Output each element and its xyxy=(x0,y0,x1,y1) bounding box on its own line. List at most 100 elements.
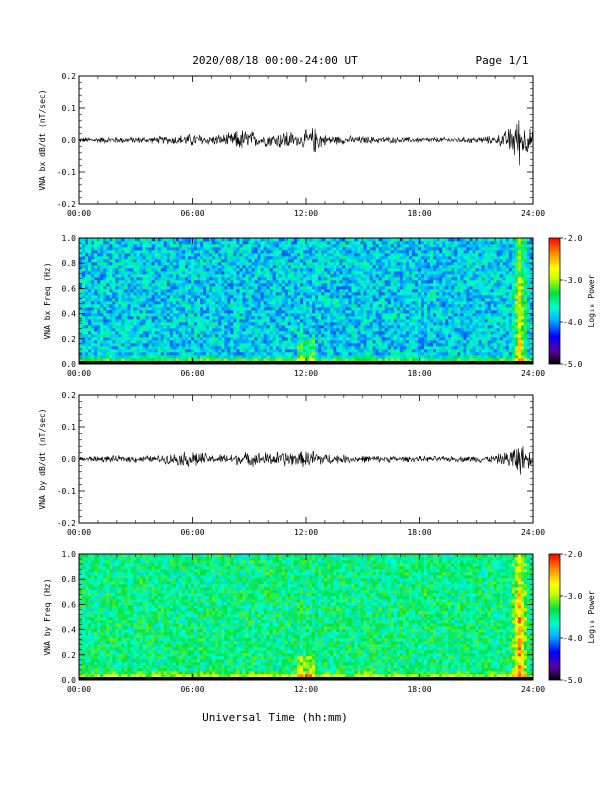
spectrogram-cell xyxy=(287,352,292,356)
spectrogram-cell xyxy=(109,310,113,314)
spectrogram-cell xyxy=(124,238,128,242)
spectrogram-cell xyxy=(375,250,379,254)
spectrogram-cell xyxy=(299,346,304,350)
spectrogram-cell xyxy=(357,325,361,329)
spectrogram-cell xyxy=(187,340,192,344)
spectrogram-cell xyxy=(142,358,146,362)
spectrogram-cell xyxy=(206,358,210,362)
spectrogram-cell xyxy=(384,358,389,362)
spectrogram-cell xyxy=(345,346,349,350)
spectrogram-cell xyxy=(136,340,140,344)
spectrogram-cell xyxy=(278,316,283,320)
spectrogram-cell xyxy=(197,238,201,242)
spectrogram-cell xyxy=(378,274,382,278)
spectrogram-cell xyxy=(200,250,204,254)
spectrogram-cell xyxy=(100,259,104,263)
spectrogram-cell xyxy=(357,319,361,323)
spectrogram-cell xyxy=(218,268,222,272)
spectrogram-cell xyxy=(233,340,237,344)
spectrogram-cell xyxy=(91,316,95,320)
spectrogram-cell xyxy=(239,358,243,362)
spectrogram-cell xyxy=(348,328,352,332)
spectrogram-cell xyxy=(133,241,137,245)
spectrogram-cell xyxy=(369,316,373,320)
spectrogram-cell xyxy=(212,274,216,278)
spectrogram-cell xyxy=(327,340,331,344)
spectrogram-cell xyxy=(85,334,89,338)
spectrogram-cell xyxy=(215,343,219,347)
spectrogram-cell xyxy=(109,337,113,341)
spectrogram-cell xyxy=(130,247,134,251)
spectrogram-cell xyxy=(160,322,165,326)
spectrogram-cell xyxy=(354,328,358,332)
spectrogram-cell xyxy=(312,307,316,311)
spectrogram-cell xyxy=(387,349,392,353)
spectrogram-cell xyxy=(209,325,213,329)
spectrogram-cell xyxy=(212,313,216,317)
spectrogram-cell xyxy=(178,268,183,272)
spectrogram-cell xyxy=(151,313,155,317)
spectrogram-cell xyxy=(227,340,231,344)
spectrogram-cell xyxy=(145,298,149,302)
spectrogram-cell xyxy=(218,334,222,338)
spectrogram-cell xyxy=(91,331,95,335)
spectrogram-cell xyxy=(197,334,201,338)
spectrogram-cell xyxy=(181,250,186,254)
spectrogram-cell xyxy=(97,349,101,353)
spectrogram-cell xyxy=(251,295,255,299)
spectrogram-cell xyxy=(257,250,261,254)
spectrogram-cell xyxy=(375,337,379,341)
spectrogram-cell xyxy=(393,346,398,350)
spectrogram-cell xyxy=(106,313,110,317)
spectrogram-cell xyxy=(227,304,231,308)
spectrogram-cell xyxy=(91,304,95,308)
spectrogram-cell xyxy=(318,352,322,356)
spectrogram-cell xyxy=(299,271,304,275)
spectrogram-cell xyxy=(142,292,146,296)
spectrogram-cell xyxy=(402,271,407,275)
spectrogram-cell xyxy=(293,271,298,275)
spectrogram-cell xyxy=(242,277,246,281)
spectrogram-cell xyxy=(97,307,101,311)
spectrogram-cell xyxy=(245,322,249,326)
spectrogram-cell xyxy=(269,307,274,311)
spectrogram-cell xyxy=(339,271,343,275)
spectrogram-cell xyxy=(378,301,382,305)
spectrogram-cell xyxy=(248,310,252,314)
spectrogram-cell xyxy=(136,328,140,332)
spectrogram-cell xyxy=(345,337,349,341)
spectrogram-cell xyxy=(79,310,83,314)
spectrogram-cell xyxy=(290,331,295,335)
spectrogram-cell xyxy=(315,346,319,350)
spectrogram-cell xyxy=(351,286,355,290)
spectrogram-cell xyxy=(130,340,134,344)
spectrogram-cell xyxy=(133,349,137,353)
spectrogram-cell xyxy=(333,307,337,311)
spectrogram-cell xyxy=(215,256,219,260)
spectrogram-cell xyxy=(187,316,192,320)
spectrogram-cell xyxy=(414,316,419,320)
spectrogram-cell xyxy=(88,247,92,251)
spectrogram-cell xyxy=(290,268,295,272)
spectrogram-cell xyxy=(239,268,243,272)
spectrogram-cell xyxy=(354,301,358,305)
spectrogram-cell xyxy=(221,349,225,353)
spectrogram-cell xyxy=(130,343,134,347)
spectrogram-cell xyxy=(321,340,325,344)
spectrogram-cell xyxy=(260,253,264,257)
spectrogram-cell xyxy=(148,307,152,311)
spectrogram-cell xyxy=(366,262,370,266)
spectrogram-cell xyxy=(378,355,382,359)
spectrogram-cell xyxy=(160,268,165,272)
spectrogram-cell xyxy=(299,319,304,323)
spectrogram-cell xyxy=(339,268,343,272)
spectrogram-cell xyxy=(396,319,401,323)
spectrogram-cell xyxy=(321,280,325,284)
spectrogram-cell xyxy=(239,352,243,356)
spectrogram-cell xyxy=(154,292,158,296)
spectrogram-cell xyxy=(254,331,258,335)
spectrogram-cell xyxy=(118,331,122,335)
spectrogram-cell xyxy=(417,271,422,275)
spectrogram-cell xyxy=(299,238,304,242)
spectrogram-cell xyxy=(254,304,258,308)
